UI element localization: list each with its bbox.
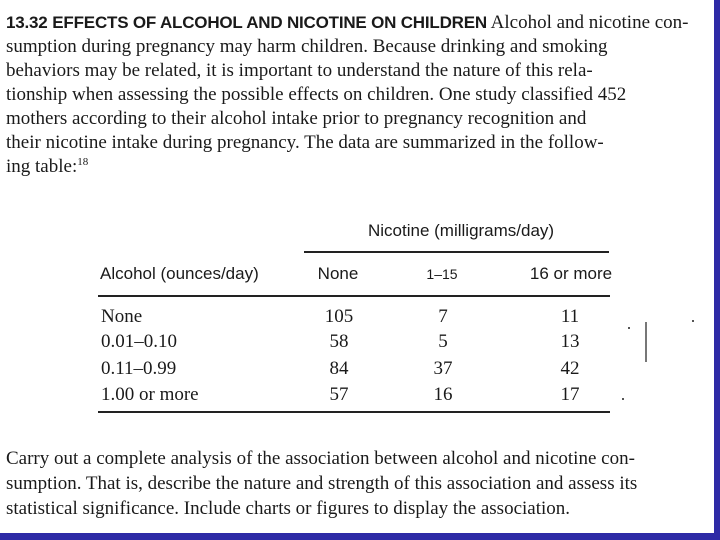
problem-line-2: sumption during pregnancy may harm child… bbox=[6, 36, 608, 57]
scan-dot bbox=[622, 398, 624, 400]
cell: 13 bbox=[560, 331, 580, 352]
frame-border-bottom bbox=[0, 533, 720, 540]
cell: 58 bbox=[329, 331, 349, 352]
footnote-ref: 18 bbox=[77, 156, 89, 168]
problem-line-3: behaviors may be related, it is importan… bbox=[6, 60, 593, 81]
problem-line-5: mothers according to their alcohol intak… bbox=[6, 108, 587, 129]
problem-line-1: Alcohol and nicotine con- bbox=[490, 12, 689, 33]
cell: 57 bbox=[329, 384, 349, 405]
closing-line-3: statistical significance. Include charts… bbox=[6, 498, 571, 519]
closing-text: Carry out a complete analysis of the ass… bbox=[6, 446, 712, 521]
cell: 105 bbox=[324, 306, 354, 327]
scan-dot bbox=[628, 327, 630, 329]
problem-line-7-text: ing table: bbox=[6, 156, 78, 177]
column-group-header: Nicotine (milligrams/day) bbox=[368, 221, 555, 240]
scan-dot bbox=[692, 320, 694, 322]
row-label-none: None bbox=[101, 306, 143, 327]
cell: 42 bbox=[560, 358, 580, 379]
problem-text: 13.32 EFFECTS OF ALCOHOL AND NICOTINE ON… bbox=[6, 11, 710, 179]
header-rule bbox=[98, 295, 610, 297]
closing-line-2: sumption. That is, describe the nature a… bbox=[6, 473, 638, 494]
column-header-none: None bbox=[317, 264, 359, 283]
cell: 5 bbox=[438, 331, 448, 352]
column-group-rule bbox=[304, 251, 609, 253]
document-page bbox=[0, 0, 714, 533]
row-header: Alcohol (ounces/day) bbox=[100, 264, 259, 283]
scan-mark bbox=[645, 322, 647, 362]
data-table: Nicotine (milligrams/day) Alcohol (ounce… bbox=[98, 221, 613, 413]
problem-line-7: ing table:18 bbox=[6, 155, 710, 179]
problem-number: 13.32 bbox=[6, 13, 48, 32]
cell: 7 bbox=[438, 306, 448, 327]
problem-heading: EFFECTS OF ALCOHOL AND NICOTINE ON CHILD… bbox=[52, 13, 487, 32]
row-label-0.01-0.10: 0.01–0.10 bbox=[101, 331, 177, 352]
cell: 17 bbox=[560, 384, 580, 405]
closing-line-1: Carry out a complete analysis of the ass… bbox=[6, 448, 635, 469]
problem-line-6: their nicotine intake during pregnancy. … bbox=[6, 132, 604, 153]
cell: 37 bbox=[433, 358, 453, 379]
cell: 16 bbox=[433, 384, 453, 405]
problem-first-line: 13.32 EFFECTS OF ALCOHOL AND NICOTINE ON… bbox=[6, 11, 710, 35]
row-label-1.00-or-more: 1.00 or more bbox=[101, 384, 199, 405]
row-label-0.11-0.99: 0.11–0.99 bbox=[101, 358, 177, 379]
problem-line-4: tionship when assessing the possible eff… bbox=[6, 84, 627, 105]
bottom-rule bbox=[98, 411, 610, 413]
cell: 11 bbox=[560, 306, 580, 327]
column-header-16-or-more: 16 or more bbox=[529, 264, 613, 283]
column-header-1-15: 1–15 bbox=[426, 266, 458, 282]
frame-border-right bbox=[714, 0, 720, 540]
cell: 84 bbox=[329, 358, 349, 379]
